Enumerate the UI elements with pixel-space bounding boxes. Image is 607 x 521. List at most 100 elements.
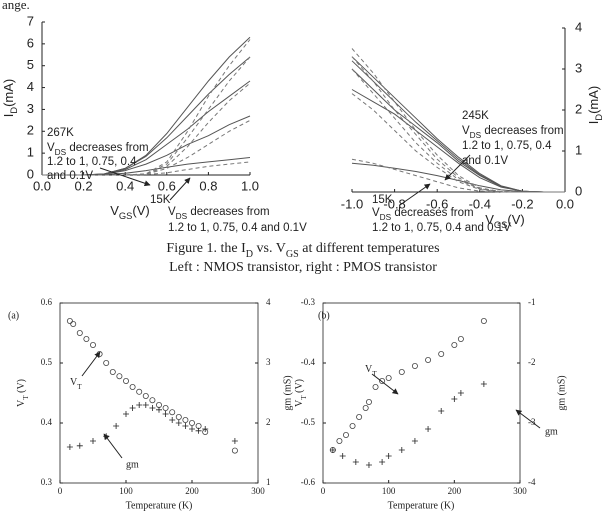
data-line bbox=[351, 56, 565, 193]
y-axis-label-part: V bbox=[294, 399, 305, 407]
annotation: and 0.1V bbox=[462, 155, 508, 167]
point bbox=[182, 416, 189, 423]
annotation: VDS decreases from bbox=[47, 142, 149, 157]
y-tick-label: -0.5 bbox=[301, 417, 316, 427]
point bbox=[480, 381, 487, 387]
y-tick-label: 6 bbox=[27, 35, 34, 50]
point bbox=[231, 447, 238, 454]
point bbox=[70, 320, 77, 327]
point bbox=[349, 422, 356, 429]
annotation-part: T bbox=[372, 370, 377, 378]
point bbox=[425, 426, 432, 432]
point bbox=[175, 420, 182, 426]
point bbox=[149, 397, 156, 404]
point bbox=[379, 459, 386, 465]
point bbox=[457, 335, 464, 342]
x-axis-label-part: V bbox=[485, 212, 494, 227]
x-tick-label: 0.6 bbox=[158, 178, 176, 193]
annotation-part: T bbox=[77, 383, 82, 391]
data-line bbox=[42, 36, 251, 176]
y2-tick-label: -4 bbox=[528, 477, 536, 487]
point bbox=[342, 431, 349, 438]
y-axis-label-part: I bbox=[1, 114, 16, 118]
y-tick-label: 1 bbox=[27, 145, 34, 160]
x-axis-label-part: (V) bbox=[507, 212, 524, 227]
annotation-part: DS bbox=[380, 213, 392, 222]
y-axis-label-part: (mA) bbox=[586, 86, 601, 114]
caption: Left : NMOS transistor, right : PMOS tra… bbox=[169, 260, 437, 275]
point bbox=[175, 413, 182, 420]
point bbox=[385, 453, 392, 459]
caption-part: Figure 1. the I bbox=[166, 241, 246, 256]
annotation: 15K bbox=[150, 194, 171, 206]
point bbox=[169, 417, 176, 423]
point bbox=[149, 405, 156, 411]
y-tick-label: 0.3 bbox=[41, 477, 53, 487]
annotation: VT bbox=[365, 364, 377, 377]
point bbox=[425, 356, 432, 363]
x-tick-label: 1.0 bbox=[241, 178, 259, 193]
y-axis-label-part: V bbox=[16, 399, 27, 407]
point bbox=[189, 426, 195, 432]
annotation: 1.2 to 1, 0.75, 0.4 and 0.1V bbox=[168, 222, 307, 234]
y-tick-label: 3 bbox=[27, 101, 34, 116]
point bbox=[372, 383, 379, 390]
annotation: 1.2 to 1, 0.75, 0.4 bbox=[47, 156, 137, 168]
y-tick-label: 0.5 bbox=[41, 357, 53, 367]
point bbox=[398, 368, 405, 375]
data-line bbox=[351, 48, 565, 193]
plot-frame bbox=[322, 302, 521, 484]
annotation-part: decreases from bbox=[66, 142, 148, 154]
x-tick-label: 100 bbox=[119, 486, 133, 496]
point bbox=[438, 408, 445, 414]
panel-label: (a) bbox=[8, 310, 19, 321]
x-tick-label: 200 bbox=[185, 486, 199, 496]
y2-axis-label: gm (mS) bbox=[282, 375, 293, 410]
y-tick-label: 4 bbox=[27, 79, 34, 94]
point bbox=[142, 402, 149, 408]
point bbox=[136, 402, 143, 408]
y2-tick-label: 1 bbox=[266, 477, 271, 487]
point bbox=[90, 438, 96, 444]
point bbox=[109, 368, 116, 375]
x-axis-label-part: GS bbox=[119, 211, 133, 221]
point bbox=[116, 373, 123, 380]
x-axis-label-part: (V) bbox=[132, 203, 149, 218]
y-tick-label: 2 bbox=[27, 123, 34, 138]
point bbox=[66, 317, 73, 324]
annotation: 267K bbox=[47, 127, 74, 139]
x-tick-label: -0.4 bbox=[469, 196, 491, 211]
point bbox=[356, 413, 363, 420]
annotation-part: V bbox=[365, 364, 373, 375]
caption-part: at different temperatures bbox=[299, 241, 440, 256]
point bbox=[90, 341, 97, 348]
annotation: VDS decreases from bbox=[462, 125, 564, 140]
x-axis-label: Temperature (K) bbox=[388, 500, 455, 511]
annotation-arrow bbox=[103, 433, 123, 459]
x-tick-label: 0.8 bbox=[199, 178, 217, 193]
point bbox=[136, 388, 143, 395]
point bbox=[182, 423, 189, 429]
point bbox=[385, 374, 392, 381]
point bbox=[438, 350, 445, 357]
y-axis-label-part: D bbox=[594, 114, 604, 121]
y-axis-label-part: I bbox=[586, 121, 601, 125]
point bbox=[113, 423, 120, 429]
y-tick-label: 1 bbox=[575, 142, 582, 157]
y-tick-label: -0.6 bbox=[301, 477, 316, 487]
x-axis-label-part: V bbox=[110, 203, 119, 218]
data-line bbox=[42, 157, 251, 176]
point bbox=[156, 406, 162, 413]
point bbox=[365, 398, 372, 405]
annotation-part: DS bbox=[55, 148, 67, 157]
annotation-arrow bbox=[169, 177, 191, 201]
y-axis-label: ID(mA) bbox=[1, 79, 19, 118]
point bbox=[129, 405, 136, 411]
annotation-part: DS bbox=[176, 212, 188, 221]
annotation: and 0.1V bbox=[47, 170, 93, 182]
y2-tick-label: 3 bbox=[266, 357, 271, 367]
caption-part: D bbox=[246, 249, 253, 260]
y-axis-label-part: (mA) bbox=[1, 79, 16, 107]
